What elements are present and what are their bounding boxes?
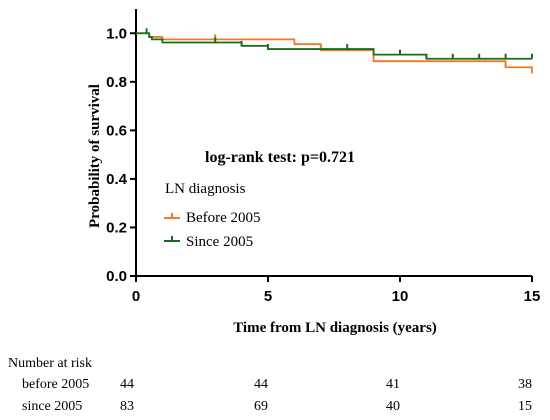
legend-title: LN diagnosis: [165, 181, 246, 197]
risk-value-before-2005-t5: 44: [254, 377, 268, 392]
risk-row-label-since-2005: since 2005: [22, 399, 82, 414]
km-curve-before-2005: [136, 32, 533, 74]
y-tick-label: 1.0: [106, 25, 127, 42]
y-axis-label: Probability of survival: [87, 84, 103, 228]
km-curve-since-2005: [136, 32, 532, 60]
x-tick-label: 5: [264, 288, 272, 305]
y-tick-label: 0.6: [106, 122, 127, 139]
risk-value-before-2005-t10: 41: [386, 377, 400, 392]
risk-table: Number at risk before 2005 since 2005 44…: [8, 356, 532, 414]
y-tick-label: 0.2: [106, 219, 127, 236]
legend-label-since-2005: Since 2005: [186, 234, 253, 250]
risk-value-before-2005-t0: 44: [120, 377, 134, 392]
x-tick-label: 10: [392, 288, 409, 305]
risk-value-since-2005-t5: 69: [254, 399, 268, 414]
plot-area: 0.0 0.2 0.4 0.6 0.8 1.0 0 5 10 15: [106, 9, 540, 305]
y-tick-label: 0.4: [106, 171, 128, 188]
x-tick-label: 0: [132, 288, 140, 305]
legend: LN diagnosis Before 2005 Since 2005: [164, 181, 261, 250]
x-tick-label: 15: [524, 288, 541, 305]
risk-value-since-2005-t15: 15: [518, 399, 532, 414]
legend-entry-before-2005: Before 2005: [164, 210, 261, 226]
x-axis-label: Time from LN diagnosis (years): [233, 320, 437, 336]
risk-table-title: Number at risk: [8, 356, 92, 371]
legend-entry-since-2005: Since 2005: [164, 234, 253, 250]
risk-value-since-2005-t10: 40: [386, 399, 400, 414]
y-tick-label: 0.0: [106, 268, 127, 285]
risk-row-label-before-2005: before 2005: [22, 377, 89, 392]
risk-value-since-2005-t0: 83: [120, 399, 134, 414]
risk-value-before-2005-t15: 38: [518, 377, 532, 392]
y-tick-label: 0.8: [106, 74, 127, 91]
logrank-annotation: log-rank test: p=0.721: [205, 149, 355, 166]
legend-label-before-2005: Before 2005: [186, 210, 261, 226]
